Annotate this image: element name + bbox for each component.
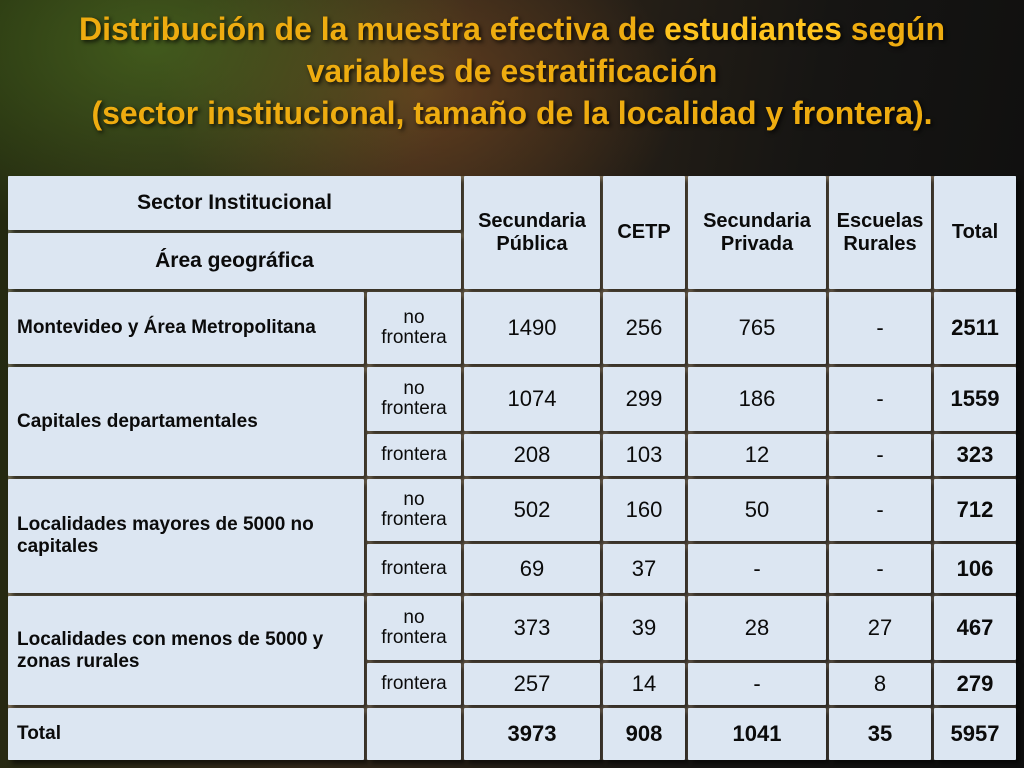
data-cell: 27	[829, 596, 931, 660]
header-total: Total	[934, 176, 1016, 289]
data-cell: 1490	[464, 292, 600, 364]
frontera-cell: frontera	[367, 663, 461, 705]
data-cell: 28	[688, 596, 826, 660]
row-label-total: Total	[8, 708, 364, 760]
total-row-cell: 908	[603, 708, 685, 760]
row-label-capitales: Capitales departamentales	[8, 367, 364, 476]
total-cell: 106	[934, 544, 1016, 593]
total-cell: 1559	[934, 367, 1016, 431]
data-cell: 50	[688, 479, 826, 541]
empty-cell	[367, 708, 461, 760]
data-cell: 373	[464, 596, 600, 660]
data-cell: 103	[603, 434, 685, 476]
data-cell: -	[829, 367, 931, 431]
frontera-cell: no frontera	[367, 596, 461, 660]
data-cell: -	[688, 663, 826, 705]
title-line1-part2: según	[841, 11, 946, 47]
header-escuelas-rurales: Escuelas Rurales	[829, 176, 931, 289]
frontera-cell: frontera	[367, 434, 461, 476]
total-row-cell: 1041	[688, 708, 826, 760]
data-cell: 8	[829, 663, 931, 705]
header-secundaria-publica: Secundaria Pública	[464, 176, 600, 289]
data-cell: 1074	[464, 367, 600, 431]
data-cell: -	[829, 434, 931, 476]
title-emphasis: estudiantes	[664, 11, 842, 47]
data-cell: -	[688, 544, 826, 593]
total-cell: 467	[934, 596, 1016, 660]
data-cell: 160	[603, 479, 685, 541]
data-table: Sector Institucional Área geográfica Sec…	[8, 176, 1016, 760]
data-cell: 256	[603, 292, 685, 364]
frontera-cell: no frontera	[367, 367, 461, 431]
title-line2: variables de estratificación	[306, 53, 718, 90]
row-label-localidades-menores: Localidades con menos de 5000 y zonas ru…	[8, 596, 364, 705]
header-sector-institucional: Sector Institucional	[8, 176, 461, 230]
data-cell: -	[829, 479, 931, 541]
data-cell: 37	[603, 544, 685, 593]
header-secundaria-privada: Secundaria Privada	[688, 176, 826, 289]
row-label-localidades-mayores: Localidades mayores de 5000 no capitales	[8, 479, 364, 593]
total-cell: 279	[934, 663, 1016, 705]
total-cell: 2511	[934, 292, 1016, 364]
total-row-cell: 5957	[934, 708, 1016, 760]
data-cell: 186	[688, 367, 826, 431]
frontera-cell: frontera	[367, 544, 461, 593]
data-cell: 69	[464, 544, 600, 593]
data-cell: 502	[464, 479, 600, 541]
data-cell: 257	[464, 663, 600, 705]
title-line1-part1: Distribución de la muestra efectiva de	[78, 11, 665, 47]
slide-title: Distribución de la muestra efectiva de e…	[0, 8, 1024, 135]
data-cell: 208	[464, 434, 600, 476]
data-cell: -	[829, 292, 931, 364]
frontera-cell: no frontera	[367, 479, 461, 541]
total-row-cell: 3973	[464, 708, 600, 760]
total-cell: 323	[934, 434, 1016, 476]
header-area-geografica: Área geográfica	[8, 233, 461, 289]
data-cell: -	[829, 544, 931, 593]
header-cetp: CETP	[603, 176, 685, 289]
total-row-cell: 35	[829, 708, 931, 760]
data-cell: 299	[603, 367, 685, 431]
data-cell: 39	[603, 596, 685, 660]
data-cell: 765	[688, 292, 826, 364]
frontera-cell: no frontera	[367, 292, 461, 364]
row-label-montevideo: Montevideo y Área Metropolitana	[8, 292, 364, 364]
total-cell: 712	[934, 479, 1016, 541]
title-line3: (sector institucional, tamaño de la loca…	[91, 95, 933, 132]
data-cell: 14	[603, 663, 685, 705]
data-cell: 12	[688, 434, 826, 476]
